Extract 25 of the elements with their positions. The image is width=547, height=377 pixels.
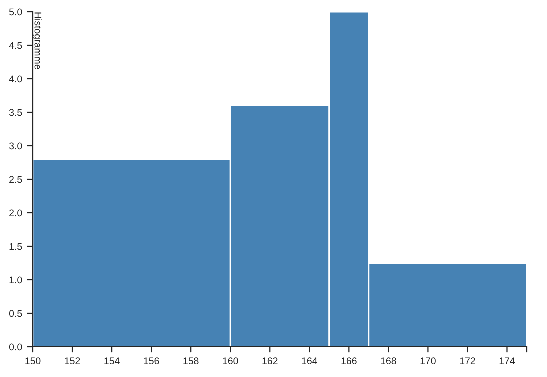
y-tick-label: 0.0 [9, 344, 22, 351]
y-tick-label: 1.0 [10, 276, 22, 284]
y-tick-label: 2.0 [10, 210, 22, 217]
y-tick-label: 2.5 [10, 176, 22, 184]
x-tick-label: 174 [500, 358, 516, 364]
x-tick-label: 166 [342, 358, 357, 365]
x-tick-label: 160 [223, 358, 238, 365]
y-tick-label: 3.5 [9, 109, 22, 116]
y-tick-label: 3.0 [9, 142, 22, 150]
y-tick-label: 1.5 [10, 243, 22, 250]
y-tick-label: 0.5 [9, 310, 22, 318]
x-tick-label: 156 [144, 358, 160, 365]
y-axis-title: Histogramme [32, 12, 42, 70]
x-tick-label: 154 [104, 358, 120, 365]
x-tick-label: 150 [26, 358, 41, 365]
y-tick-label: 4.5 [9, 42, 22, 50]
y-tick-label: 5.0 [9, 8, 22, 16]
x-tick-label: 172 [460, 358, 476, 364]
x-tick-label: 170 [420, 358, 436, 365]
x-tick-label: 168 [381, 358, 396, 365]
x-tick-label: 152 [65, 358, 80, 365]
x-tick-label: 164 [302, 358, 318, 365]
x-tick-label: 162 [262, 358, 278, 365]
x-tick-label: 158 [184, 358, 199, 365]
y-tick-label: 4.0 [9, 76, 22, 83]
